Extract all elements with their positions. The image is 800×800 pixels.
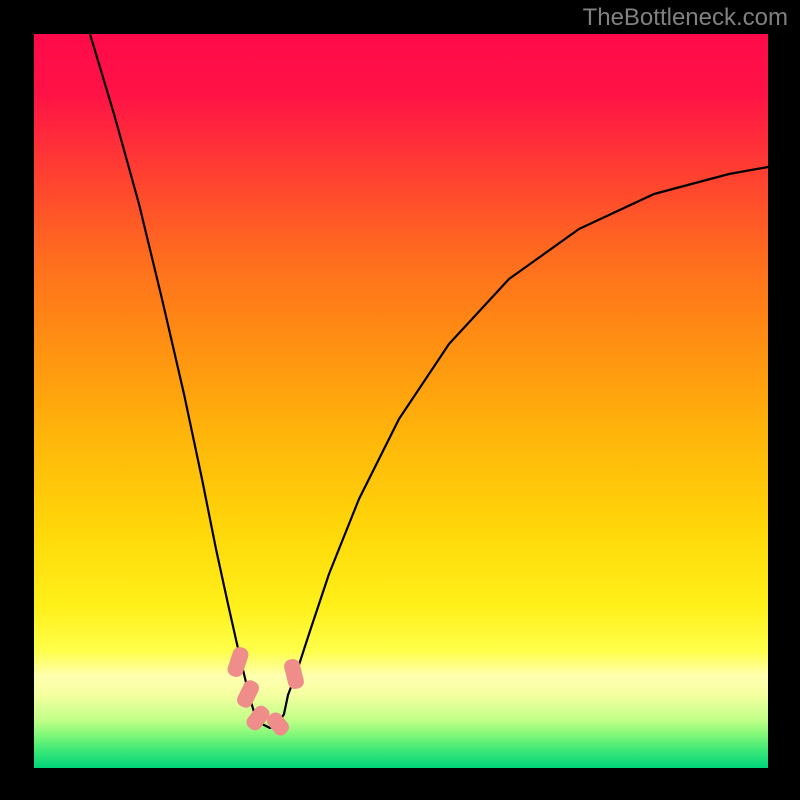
gradient-background: [34, 34, 768, 768]
bottleneck-chart: [0, 0, 800, 800]
